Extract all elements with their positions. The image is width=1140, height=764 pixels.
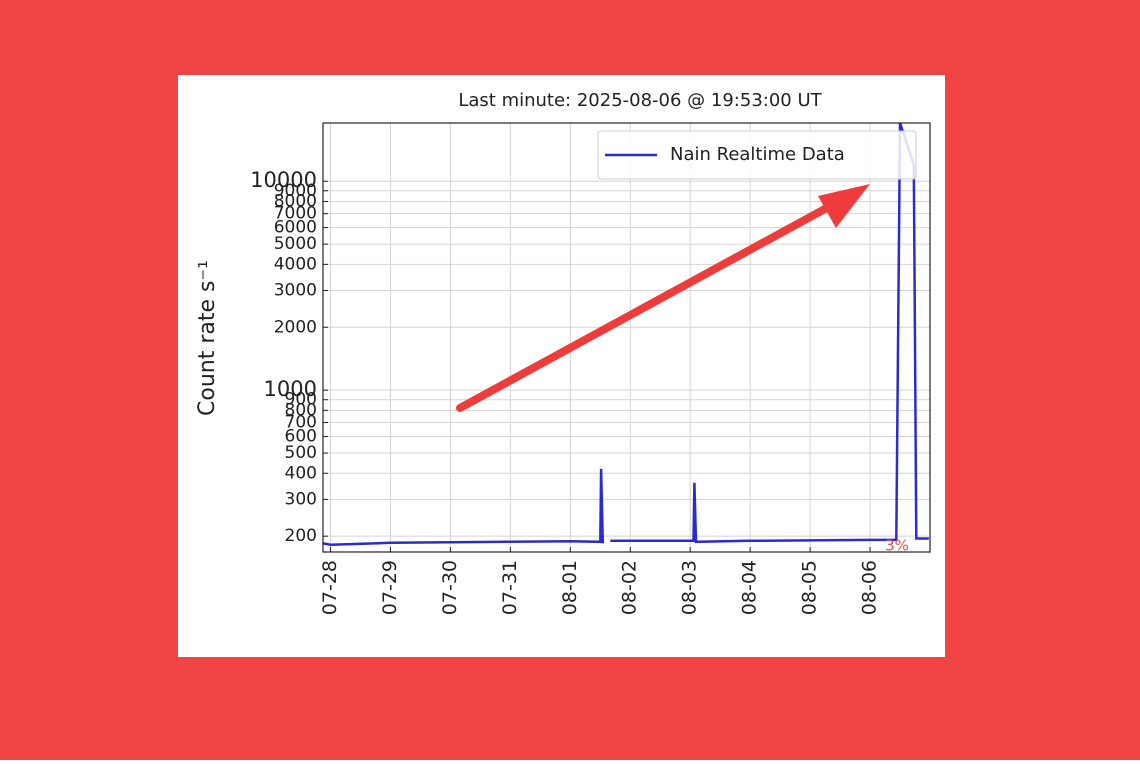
x-tick-label: 07-29: [379, 560, 401, 615]
y-tick-label: 4000: [274, 254, 317, 274]
y-tick-label: 5000: [274, 234, 317, 254]
y-tick-label: 500: [285, 443, 317, 463]
y-tick-label: 800: [285, 400, 317, 420]
x-tick-label: 08-03: [679, 560, 701, 615]
plot-frame: [322, 122, 931, 553]
y-tick-label: 3000: [274, 280, 317, 300]
chart-title: Last minute: 2025-08-06 @ 19:53:00 UT: [458, 90, 822, 111]
y-tick-label: 400: [285, 463, 317, 483]
y-tick-label: 8000: [274, 191, 317, 211]
y-axis-label: Count rate s⁻¹: [195, 260, 220, 416]
legend-box: [597, 130, 917, 180]
x-tick-label: 07-28: [319, 560, 341, 615]
y-tick-label: 10000: [250, 168, 317, 192]
arrow-head: [818, 184, 870, 228]
y-tick-label: 1000: [264, 377, 317, 401]
y-tick-label: 2000: [274, 317, 317, 337]
y-tick-label: 9000: [274, 181, 317, 201]
x-tick-label: 07-31: [499, 560, 521, 615]
y-tick-label: 300: [285, 489, 317, 509]
x-tick-label: 08-06: [859, 560, 881, 615]
x-tick-label: 08-04: [739, 560, 761, 615]
x-tick-label: 08-05: [799, 560, 821, 615]
arrow: [456, 194, 849, 412]
y-tick-label: 200: [285, 526, 317, 546]
x-tick-label: 08-02: [619, 560, 641, 615]
x-tick-label: 07-30: [439, 560, 461, 615]
annotation: 3%: [885, 537, 909, 555]
y-tick-label: 7000: [274, 204, 317, 224]
y-tick-label: 600: [285, 427, 317, 447]
y-tick-label: 900: [285, 390, 317, 410]
y-tick-label: 6000: [274, 218, 317, 238]
x-tick-label: 08-01: [559, 560, 581, 615]
y-tick-label: 700: [285, 413, 317, 433]
legend-label: Nain Realtime Data: [670, 144, 845, 165]
